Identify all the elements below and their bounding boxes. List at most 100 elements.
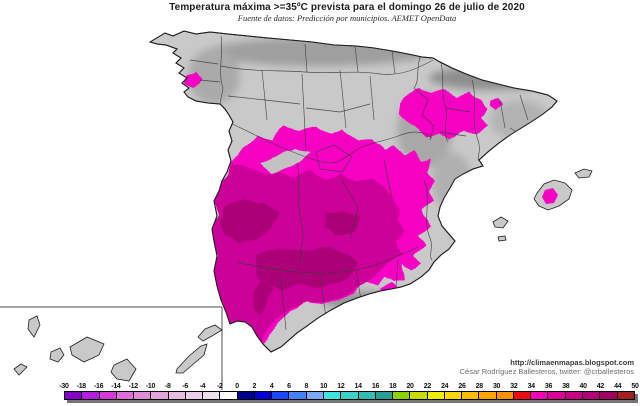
colorbar-cell bbox=[151, 392, 169, 399]
colorbar-tick-label: 24 bbox=[441, 383, 449, 390]
cool-hole-sistema-central bbox=[262, 149, 310, 172]
el-hierro-island bbox=[13, 363, 28, 376]
temperature-scale: -30 -18 -16 -14 -12 -10 -8 -6 -4 -2 0 2 4 6 8 10 12 14 16 1… bbox=[59, 383, 639, 400]
colorbar-labels: -30 -18 -16 -14 -12 -10 -8 -6 -4 -2 0 2 4 6 8 10 12 14 16 1… bbox=[59, 383, 639, 391]
gran-canaria-island bbox=[110, 358, 137, 382]
colorbar-tick-label: -16 bbox=[93, 383, 104, 390]
page-title: Temperatura máxima >=35ºC prevista para … bbox=[169, 2, 525, 13]
colorbar-tick-label: 44 bbox=[614, 383, 622, 390]
colorbar-cell bbox=[375, 392, 394, 399]
colorbar-cell bbox=[168, 392, 186, 399]
galicia-hills-shading bbox=[188, 48, 240, 104]
colorbar-tick-label: 36 bbox=[544, 383, 553, 390]
colorbar-tick-label: 42 bbox=[596, 383, 604, 390]
colorbar-tick-label: -4 bbox=[199, 383, 206, 390]
teruel-shading bbox=[432, 152, 472, 212]
colorbar-cell bbox=[358, 392, 376, 399]
colorbar-cell bbox=[306, 392, 324, 399]
colorbar-cell bbox=[289, 392, 307, 399]
colorbar-tick-label: 18 bbox=[389, 383, 397, 390]
colorbar-tick-label: -10 bbox=[145, 383, 156, 390]
colorbar-tick-label: 50 bbox=[631, 383, 639, 390]
colorbar-cell bbox=[99, 392, 117, 399]
colorbar-cell bbox=[531, 392, 549, 399]
colorbar-tick-label: 12 bbox=[337, 383, 345, 390]
mallorca-heat-patch bbox=[542, 188, 558, 204]
colorbar-cell bbox=[220, 392, 238, 399]
page-subtitle: Fuente de datos: Predicción por municipi… bbox=[237, 13, 457, 23]
colorbar-cell bbox=[272, 392, 290, 399]
colorbar-tick-label: 26 bbox=[458, 383, 466, 390]
colorbar-tick-label: -18 bbox=[76, 383, 87, 390]
colorbar-tick-label: 22 bbox=[423, 383, 431, 390]
colorbar-tick-label: 16 bbox=[371, 383, 380, 390]
colorbar-tick-label: 28 bbox=[475, 383, 483, 390]
colorbar-tick-label: 0 bbox=[235, 383, 239, 390]
colorbar-tick-label: 40 bbox=[579, 383, 587, 390]
colorbar-cell bbox=[427, 392, 445, 399]
canary-inset-frame bbox=[0, 306, 223, 390]
colorbar-cell bbox=[462, 392, 480, 399]
colorbar-cell bbox=[185, 392, 204, 399]
colorbar-tick-label: 32 bbox=[510, 383, 518, 390]
colorbar-tick-label: -6 bbox=[182, 383, 188, 390]
la-gomera-island bbox=[49, 347, 65, 363]
colorbar-cell bbox=[600, 392, 618, 399]
attribution-url: http://climaenmapas.blogspot.com bbox=[510, 358, 634, 367]
colorbar-cell bbox=[254, 392, 273, 399]
colorbar-cell bbox=[65, 392, 83, 399]
fuerteventura-island bbox=[175, 343, 208, 374]
colorbar-cell bbox=[565, 392, 583, 399]
colorbar-cell bbox=[617, 392, 634, 399]
formentera-island bbox=[497, 235, 507, 242]
colorbar-tick-label: -30 bbox=[59, 383, 69, 390]
heat-overlays bbox=[186, 71, 503, 345]
colorbar-cell bbox=[82, 392, 100, 399]
colorbar-tick-label: 4 bbox=[269, 383, 274, 390]
colorbar-tick-label: 2 bbox=[252, 383, 257, 390]
colorbar-cell bbox=[496, 392, 514, 399]
colorbar-tick-label: 20 bbox=[406, 383, 414, 390]
colorbar-cell bbox=[237, 392, 255, 399]
colorbar-cell bbox=[393, 392, 411, 399]
colorbar-cell bbox=[341, 392, 359, 399]
attribution-author: César Rodríguez Ballesteros, twitter: @c… bbox=[459, 367, 634, 376]
colorbar-tick-label: -12 bbox=[128, 383, 139, 390]
colorbar-tick-label: 14 bbox=[354, 383, 362, 390]
colorbar-cell bbox=[116, 392, 135, 399]
attribution: http://climaenmapas.blogspot.com César R… bbox=[460, 358, 634, 376]
la-palma-island bbox=[27, 315, 41, 338]
colorbar-tick-label: -14 bbox=[111, 383, 121, 390]
heat-region-40c-lamancha bbox=[324, 209, 361, 237]
colorbar-tick-label: -8 bbox=[165, 383, 171, 390]
colorbar-cell bbox=[410, 392, 428, 399]
colorbar-tick-label: 10 bbox=[319, 383, 328, 390]
colorbar-cell bbox=[323, 392, 342, 399]
canary-islands bbox=[13, 315, 223, 382]
colorbar-tick-label: 34 bbox=[527, 383, 535, 390]
colorbar-cell bbox=[479, 392, 497, 399]
colorbar-cell bbox=[134, 392, 152, 399]
province-borders bbox=[189, 35, 531, 331]
colorbar-tick-label: 8 bbox=[304, 383, 309, 390]
colorbar-cell bbox=[203, 392, 221, 399]
heat-spot-ourense bbox=[186, 71, 201, 88]
colorbar-tick-label: 38 bbox=[562, 383, 570, 390]
tenerife-island bbox=[69, 336, 105, 363]
pyrenees-shading bbox=[429, 66, 557, 90]
heat-region-40c-sevilla bbox=[254, 279, 272, 315]
colorbar-cell bbox=[444, 392, 463, 399]
balearic-islands bbox=[492, 168, 593, 242]
heat-region-ebro-valley bbox=[399, 89, 488, 139]
lanzarote-island bbox=[197, 324, 223, 342]
heat-region-40c-badajoz bbox=[219, 199, 277, 243]
colorbar-tick-label: 30 bbox=[492, 383, 501, 390]
header: Temperatura máxima >=35ºC prevista para … bbox=[27, 2, 640, 23]
colorbar-cell bbox=[513, 392, 532, 399]
menorca-island bbox=[574, 168, 593, 179]
colorbar-tick-label: 6 bbox=[287, 383, 291, 390]
temperature-colorbar bbox=[64, 391, 635, 400]
ibiza-island bbox=[492, 216, 509, 229]
